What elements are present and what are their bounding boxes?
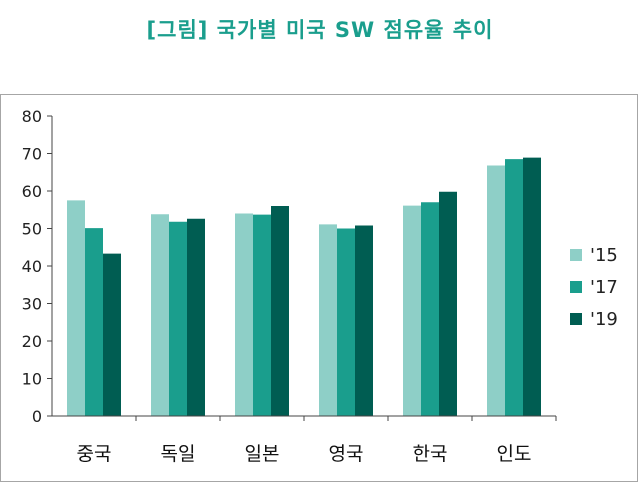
bar bbox=[235, 213, 253, 416]
bar bbox=[151, 214, 169, 416]
y-tick-label: 20 bbox=[22, 332, 42, 351]
x-category-label: 독일 bbox=[161, 443, 196, 465]
y-tick-label: 0 bbox=[32, 407, 42, 426]
y-tick-label: 60 bbox=[22, 182, 42, 201]
bar bbox=[169, 221, 187, 416]
x-category-label: 인도 bbox=[497, 443, 532, 465]
bar bbox=[337, 228, 355, 416]
bar bbox=[505, 159, 523, 416]
bar bbox=[271, 206, 289, 416]
bar bbox=[403, 205, 421, 416]
bar bbox=[487, 165, 505, 416]
bar bbox=[253, 214, 271, 416]
legend-label: '17 bbox=[590, 277, 618, 298]
y-tick-label: 30 bbox=[22, 295, 42, 314]
y-tick-label: 80 bbox=[22, 107, 42, 126]
bar bbox=[439, 191, 457, 416]
y-tick-label: 70 bbox=[22, 145, 42, 164]
legend-label: '19 bbox=[590, 309, 618, 330]
y-tick-label: 50 bbox=[22, 220, 42, 239]
legend-swatch bbox=[570, 313, 582, 325]
bar bbox=[103, 253, 121, 416]
legend-label: '15 bbox=[590, 245, 618, 266]
x-category-label: 한국 bbox=[413, 443, 448, 465]
bar bbox=[523, 157, 541, 416]
bar bbox=[421, 202, 439, 416]
x-category-label: 중국 bbox=[77, 443, 112, 465]
legend-swatch bbox=[570, 249, 582, 261]
bar bbox=[355, 225, 373, 416]
bar bbox=[85, 228, 103, 416]
x-category-label: 일본 bbox=[245, 443, 280, 465]
bar bbox=[67, 200, 85, 416]
bar bbox=[187, 218, 205, 416]
chart-title: [그림] 국가별 미국 SW 점유율 추이 bbox=[146, 18, 494, 42]
y-tick-label: 40 bbox=[22, 257, 42, 276]
y-tick-label: 10 bbox=[22, 370, 42, 389]
legend-swatch bbox=[570, 281, 582, 293]
x-category-label: 영국 bbox=[329, 443, 364, 465]
bar bbox=[319, 224, 337, 416]
